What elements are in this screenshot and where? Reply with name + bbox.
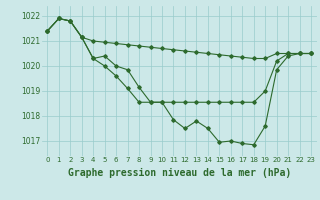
X-axis label: Graphe pression niveau de la mer (hPa): Graphe pression niveau de la mer (hPa)	[68, 168, 291, 178]
